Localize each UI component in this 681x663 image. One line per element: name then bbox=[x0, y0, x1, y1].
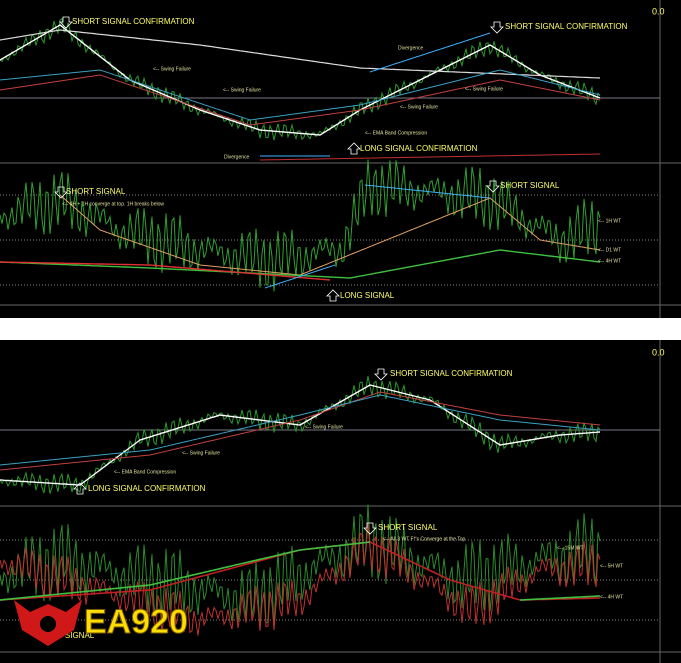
logo: EA920 bbox=[14, 600, 188, 646]
ema-fast bbox=[0, 384, 601, 486]
ema-red bbox=[0, 74, 601, 126]
divergence bbox=[364, 184, 490, 199]
annotation: Divergence bbox=[224, 154, 250, 160]
arrow bbox=[73, 482, 87, 495]
value-label: 0.0 bbox=[652, 6, 665, 16]
annotation: <-- D1 WT bbox=[598, 247, 621, 253]
curves bbox=[0, 16, 660, 636]
annotation: <-- 4H WT bbox=[600, 594, 623, 600]
arrow bbox=[490, 21, 504, 34]
arrow bbox=[326, 289, 340, 302]
annotation: <-- 4H + 1H converge at top. 1H breaks b… bbox=[62, 201, 164, 207]
annotation: <-- 15M WT bbox=[557, 545, 584, 551]
ema-slow bbox=[0, 29, 601, 79]
annotation: <-- 1H WT bbox=[598, 218, 621, 224]
annotation: <-- Swing Failure bbox=[153, 66, 191, 72]
wt-d1 bbox=[59, 194, 601, 276]
annotation: <-- Swing Failure bbox=[223, 87, 261, 93]
wt-4h bbox=[0, 541, 371, 601]
value-label: 0.0 bbox=[652, 347, 665, 357]
arrow bbox=[486, 180, 500, 193]
annotation: LONG SIGNAL CONFIRMATION bbox=[88, 484, 206, 493]
annotation: SHORT SIGNAL CONFIRMATION bbox=[390, 369, 513, 378]
annotation: Divergence bbox=[398, 45, 424, 51]
annotation: SHORT SIGNAL CONFIRMATION bbox=[72, 17, 195, 26]
annotation: SHORT SIGNAL CONFIRMATION bbox=[505, 22, 628, 31]
annotation: LONG SIGNAL CONFIRMATION bbox=[360, 144, 478, 153]
wt-5h bbox=[0, 523, 601, 636]
ema-mid bbox=[0, 69, 601, 121]
annotation: <-- EMA Band Compression bbox=[365, 130, 427, 136]
annotation: <-- Swing Failure bbox=[465, 86, 503, 92]
ema-fast bbox=[0, 24, 601, 136]
annotation: <-- All 3 WT F*'s Converge at the Top bbox=[383, 536, 466, 542]
arrow bbox=[59, 16, 73, 29]
annotation: SHORT SIGNAL bbox=[378, 523, 438, 532]
annotation: <-- Swing Failure bbox=[400, 104, 438, 110]
arrow bbox=[54, 186, 68, 199]
wt-red bbox=[0, 261, 331, 281]
arrow bbox=[347, 142, 361, 155]
annotation: SHORT SIGNAL bbox=[500, 181, 560, 190]
bottom-panel bbox=[0, 340, 681, 663]
logo-text: EA920 bbox=[84, 603, 188, 641]
ema-mid bbox=[0, 394, 601, 466]
wt-4h bbox=[0, 249, 601, 279]
annotation: <-- Swing Failure bbox=[305, 424, 343, 430]
ema-long bbox=[260, 153, 600, 161]
divergence bbox=[369, 32, 491, 73]
annotation: LONG SIGNAL bbox=[40, 631, 95, 640]
wt-1h bbox=[0, 159, 601, 292]
annotation: <-- 4H WT bbox=[598, 258, 621, 264]
arrow bbox=[374, 368, 388, 381]
ema-red bbox=[0, 391, 601, 471]
annotation: <-- Swing Failure bbox=[182, 450, 220, 456]
annotation: <-- 5H WT bbox=[600, 563, 623, 569]
arrow bbox=[363, 522, 377, 535]
annotation: <-- EMA Band Compression bbox=[114, 469, 176, 475]
wt-15m bbox=[0, 504, 601, 631]
annotation: SHORT SIGNAL bbox=[66, 187, 126, 196]
wt-4h bbox=[519, 595, 601, 601]
annotation: LONG SIGNAL bbox=[340, 291, 395, 300]
divergence bbox=[264, 264, 336, 289]
